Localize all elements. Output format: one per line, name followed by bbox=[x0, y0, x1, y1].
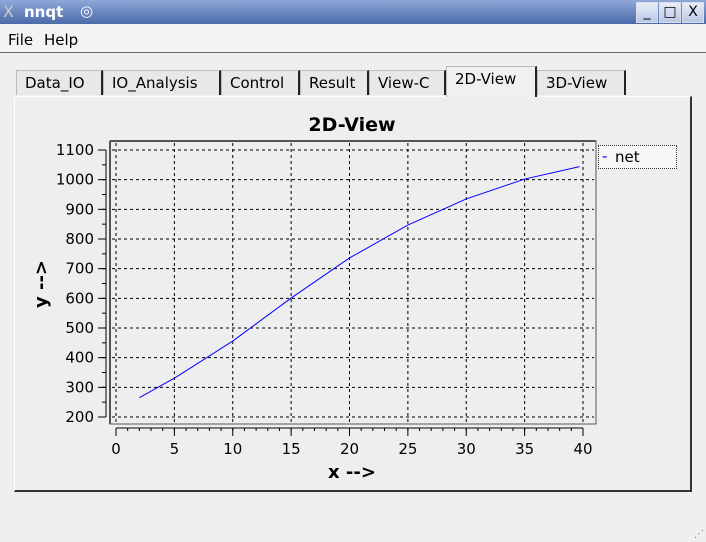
close-button[interactable]: X bbox=[682, 2, 704, 23]
y-tick-label: 400 bbox=[65, 349, 94, 367]
x-tick-label: 10 bbox=[223, 440, 242, 458]
x-axis-label: x --> bbox=[328, 462, 376, 483]
plot-frame bbox=[109, 140, 597, 425]
menu-help[interactable]: Help bbox=[44, 31, 79, 49]
x-tick-label: 25 bbox=[398, 440, 417, 458]
x-tick-label: 20 bbox=[340, 440, 359, 458]
legend-label-net: net bbox=[615, 148, 640, 166]
x-tick-label: 0 bbox=[111, 440, 121, 458]
app-icon: ◎ bbox=[80, 2, 94, 20]
x-logo-icon: X bbox=[3, 2, 14, 21]
tab-panel bbox=[14, 96, 692, 492]
y-tick-label: 800 bbox=[65, 230, 94, 248]
tab-3d-view[interactable]: 3D-View bbox=[537, 70, 626, 95]
x-tick-label: 40 bbox=[573, 440, 592, 458]
tab-result[interactable]: Result bbox=[300, 70, 369, 95]
y-tick-label: 500 bbox=[65, 319, 94, 337]
menu-bar: File Help bbox=[0, 25, 706, 53]
tab-control[interactable]: Control bbox=[221, 70, 300, 95]
tab-view-c[interactable]: View-C bbox=[369, 70, 446, 95]
title-bar: X nnqt ◎ _ □ X bbox=[0, 0, 706, 24]
legend: - net bbox=[598, 145, 677, 169]
x-tick-label: 15 bbox=[282, 440, 301, 458]
tab-data-io[interactable]: Data_IO bbox=[16, 70, 103, 95]
maximize-button[interactable]: □ bbox=[659, 2, 681, 23]
y-tick-label: 600 bbox=[65, 289, 94, 307]
x-tick-label: 5 bbox=[170, 440, 180, 458]
tab-io-analysis[interactable]: IO_Analysis bbox=[103, 70, 221, 95]
tab-2d-view[interactable]: 2D-View bbox=[446, 66, 537, 97]
chart-title: 2D-View bbox=[308, 114, 395, 136]
y-tick-label: 900 bbox=[65, 200, 94, 218]
y-tick-label: 1100 bbox=[56, 141, 94, 159]
window-title: nnqt bbox=[24, 3, 64, 21]
y-tick-label: 1000 bbox=[56, 171, 94, 189]
y-tick-label: 200 bbox=[65, 408, 94, 426]
series-line-net bbox=[139, 166, 580, 399]
menu-file[interactable]: File bbox=[8, 31, 34, 49]
legend-line-icon: - bbox=[602, 147, 608, 165]
x-tick-label: 35 bbox=[515, 440, 534, 458]
minimize-button[interactable]: _ bbox=[636, 2, 658, 23]
y-tick-label: 300 bbox=[65, 378, 94, 396]
x-tick-label: 30 bbox=[457, 440, 476, 458]
y-tick-label: 700 bbox=[65, 260, 94, 278]
y-axis-label: y --> bbox=[31, 260, 52, 308]
resize-grip-icon[interactable]: ⋰ bbox=[694, 529, 704, 540]
